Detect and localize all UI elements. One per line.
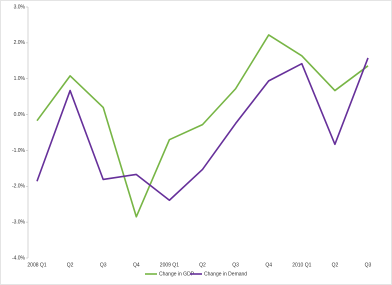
y-tick-label: -4.0%	[12, 255, 26, 261]
x-tick-label: Q3	[232, 262, 239, 268]
y-tick-label: -2.0%	[12, 184, 26, 190]
legend-label: Change in Demand	[204, 271, 247, 277]
line-series	[36, 57, 369, 202]
x-tick-label: Q2	[332, 262, 339, 268]
x-tick-label: Q3	[365, 262, 372, 268]
x-tick-label: 2009 Q1	[160, 262, 179, 268]
y-tick-label: -3.0%	[12, 219, 26, 225]
x-tick-label: Q3	[100, 262, 107, 268]
y-tick-label: 2.0%	[14, 40, 26, 46]
y-tick-label: 3.0%	[14, 4, 26, 10]
y-tick-label: -1.0%	[12, 148, 26, 154]
x-tick-label: Q4	[133, 262, 140, 268]
x-tick-label: 2008 Q1	[27, 262, 46, 268]
x-tick-label: Q2	[199, 262, 206, 268]
x-tick-label: Q4	[265, 262, 272, 268]
y-tick-label: 1.0%	[14, 76, 26, 82]
y-tick-label: 0.0%	[14, 112, 26, 118]
x-tick-label: Q2	[67, 262, 74, 268]
legend-label: Change in GDP	[159, 271, 195, 277]
line-series	[36, 34, 369, 218]
x-tick-label: 2010 Q1	[292, 262, 311, 268]
